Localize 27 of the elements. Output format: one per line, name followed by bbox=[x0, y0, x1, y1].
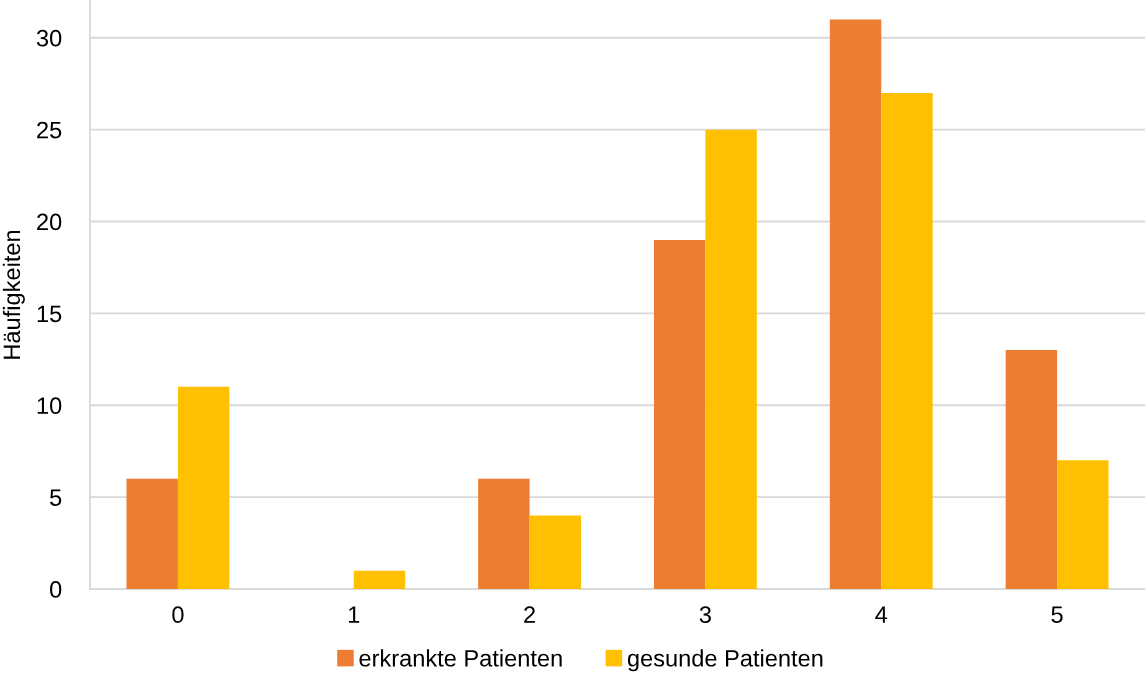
bar bbox=[177, 386, 230, 589]
bar bbox=[1005, 350, 1058, 589]
y-tick-label: 30 bbox=[36, 29, 62, 47]
y-tick-label: 0 bbox=[50, 581, 62, 598]
x-tick-label: 5 bbox=[1051, 606, 1063, 624]
legend-label: erkrankte Patienten bbox=[359, 649, 562, 667]
y-tick-label: 10 bbox=[37, 397, 62, 415]
bar bbox=[353, 570, 406, 589]
x-tick-label: 2 bbox=[524, 606, 535, 623]
bar bbox=[881, 92, 933, 589]
x-tick-label: 3 bbox=[699, 606, 711, 624]
bar bbox=[126, 478, 178, 589]
x-tick-label: 1 bbox=[348, 606, 360, 623]
x-tick-label: 4 bbox=[875, 606, 888, 623]
y-axis-title: Häufigkeiten bbox=[2, 230, 25, 359]
legend-label: gesunde Patienten bbox=[627, 649, 823, 672]
bar bbox=[705, 129, 757, 589]
bar bbox=[829, 19, 882, 589]
bar bbox=[653, 239, 706, 589]
x-tick-label: 0 bbox=[172, 606, 184, 624]
y-tick-label: 20 bbox=[37, 213, 62, 231]
bar bbox=[529, 515, 582, 589]
y-tick-label: 25 bbox=[37, 121, 62, 139]
y-tick-label: 15 bbox=[37, 305, 62, 323]
bar bbox=[478, 478, 530, 589]
bar bbox=[1057, 460, 1109, 589]
y-tick-label: 5 bbox=[50, 489, 62, 506]
